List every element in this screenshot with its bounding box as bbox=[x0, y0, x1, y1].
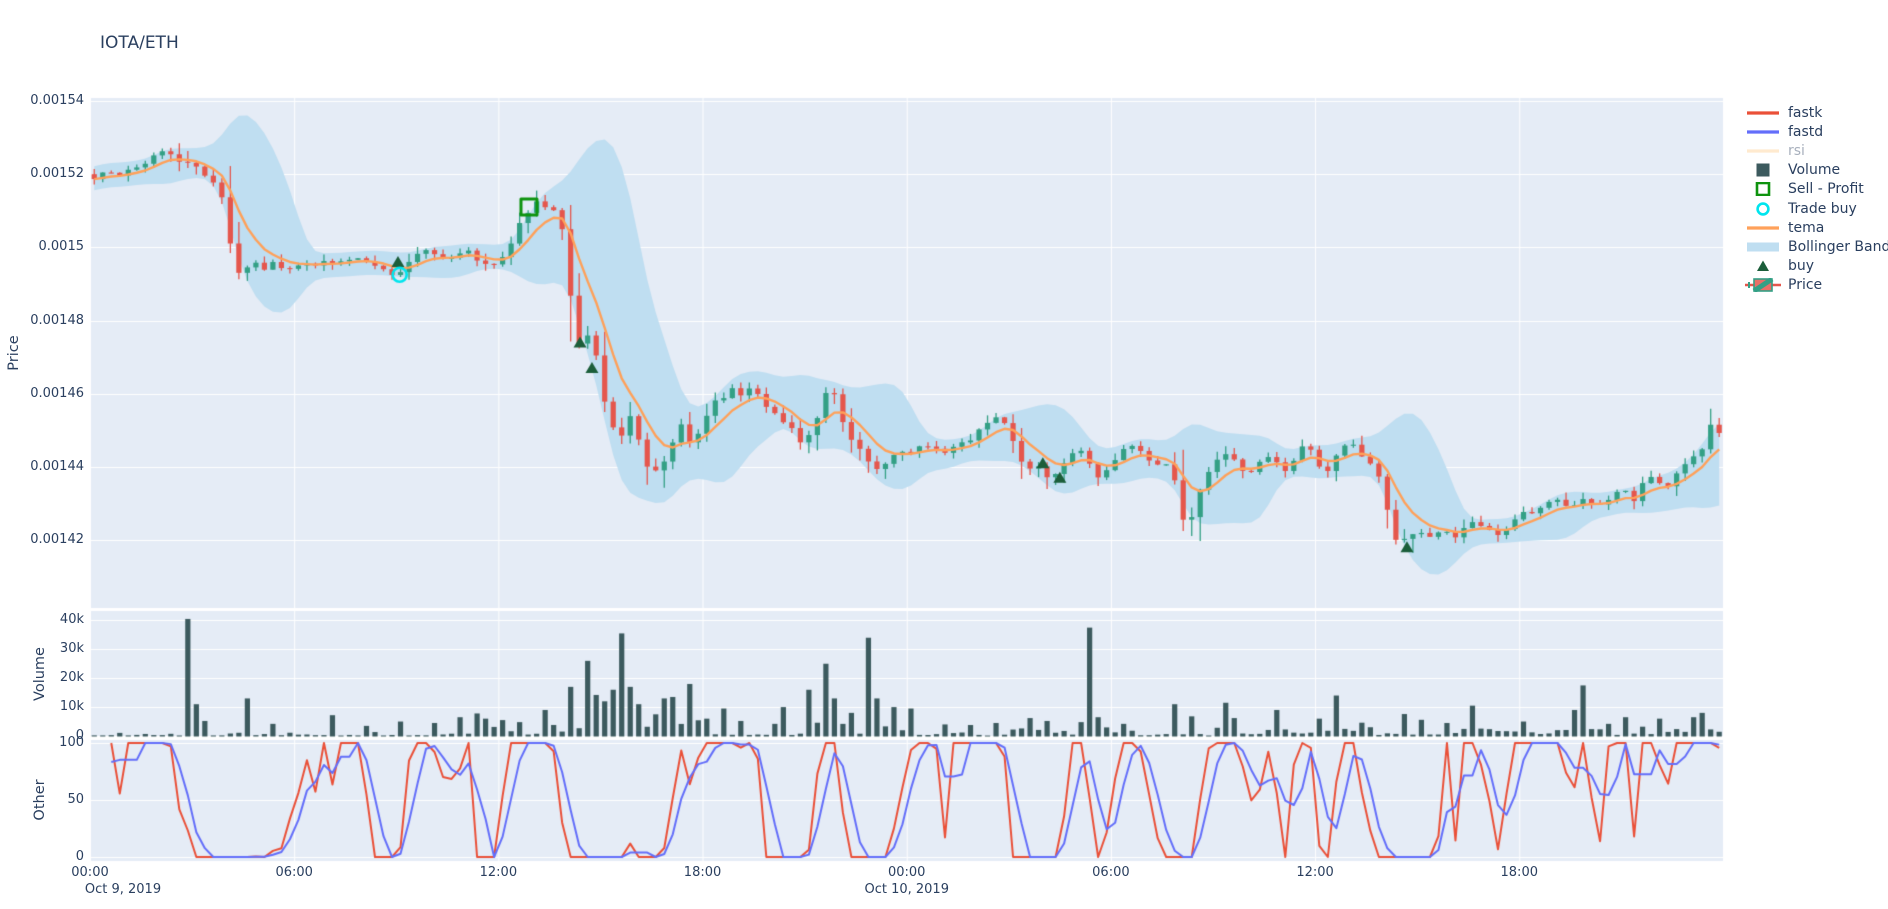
legend-item-buy[interactable]: buy bbox=[1745, 257, 1888, 276]
legend-item-price[interactable]: Price bbox=[1745, 276, 1888, 295]
volume-tick-label: 10k bbox=[59, 699, 84, 715]
x-date-label: Oct 9, 2019 bbox=[84, 882, 162, 897]
rsi-legend-line-icon bbox=[1745, 144, 1781, 158]
price-tick-label: 0.00152 bbox=[30, 166, 84, 182]
legend-item-fastk[interactable]: fastk bbox=[1745, 103, 1888, 122]
legend-item-rsi[interactable]: rsi bbox=[1745, 141, 1888, 160]
other-tick-label: 50 bbox=[67, 792, 84, 807]
other-tick-label: 100 bbox=[59, 735, 84, 750]
legend-item-fastd[interactable]: fastd bbox=[1745, 122, 1888, 141]
legend-item-volume[interactable]: Volume bbox=[1745, 161, 1888, 180]
legend-item-label: fastk bbox=[1788, 104, 1823, 121]
buy-legend-triangle-icon bbox=[1745, 259, 1781, 273]
legend-item-tema[interactable]: tema bbox=[1745, 218, 1888, 237]
x-tick-label: 06:00 bbox=[275, 865, 313, 880]
x-tick-label: 18:00 bbox=[683, 865, 722, 880]
price-tick-label: 0.00142 bbox=[30, 532, 84, 548]
legend-item-label: Price bbox=[1788, 277, 1823, 294]
volume-tick-label: 0 bbox=[75, 728, 84, 743]
price-tick-label: 0.00154 bbox=[30, 93, 84, 108]
price-tick-label: 0.0015 bbox=[38, 239, 85, 255]
legend-item-trade-buy[interactable]: Trade buy bbox=[1745, 199, 1888, 218]
price-legend-candle-icon bbox=[1745, 278, 1781, 293]
other-tick-label: 0 bbox=[75, 849, 84, 864]
x-tick-label: 00:00 bbox=[887, 865, 926, 880]
x-tick-label: 12:00 bbox=[479, 865, 518, 880]
legend-item-label: Bollinger Band bbox=[1788, 238, 1888, 255]
x-tick-label: 12:00 bbox=[1296, 865, 1334, 880]
legend: fastk fastd rsi Volume Sell - Profit Trade bu… bbox=[1745, 103, 1888, 295]
sell-profit-legend-square-open-icon bbox=[1745, 182, 1781, 197]
trade-buy-legend-circle-open-icon bbox=[1745, 201, 1781, 216]
chart-title: IOTA/ETH bbox=[100, 33, 179, 53]
price-tick-label: 0.00144 bbox=[30, 458, 84, 474]
legend-item-label: Sell - Profit bbox=[1788, 181, 1864, 198]
x-tick-label: 18:00 bbox=[1500, 865, 1538, 880]
bollinger-band-legend-line-icon bbox=[1745, 240, 1781, 254]
x-date-label: Oct 10, 2019 bbox=[864, 882, 949, 897]
price-tick-label: 0.00148 bbox=[30, 312, 84, 328]
legend-item-label: buy bbox=[1788, 258, 1815, 275]
legend-item-sell-profit[interactable]: Sell - Profit bbox=[1745, 180, 1888, 199]
legend-item-label: fastd bbox=[1788, 123, 1824, 140]
price-tick-label: 0.00146 bbox=[30, 385, 84, 401]
legend-item-bollinger-band[interactable]: Bollinger Band bbox=[1745, 237, 1888, 256]
volume-legend-square-icon bbox=[1745, 163, 1781, 177]
volume-tick-label: 20k bbox=[59, 670, 84, 686]
fastd-legend-line-icon bbox=[1745, 125, 1781, 139]
fastk-legend-line-icon bbox=[1745, 106, 1781, 120]
legend-item-label: tema bbox=[1788, 219, 1825, 236]
price-axis-title: Price bbox=[6, 335, 22, 371]
legend-item-label: Trade buy bbox=[1788, 200, 1857, 217]
x-tick-label: 06:00 bbox=[1092, 865, 1130, 880]
tema-legend-line-icon bbox=[1745, 221, 1781, 235]
volume-tick-label: 30k bbox=[59, 641, 84, 657]
legend-item-label: rsi bbox=[1788, 142, 1805, 159]
volume-tick-label: 40k bbox=[59, 612, 84, 628]
legend-item-label: Volume bbox=[1788, 162, 1841, 179]
x-tick-label: 00:00 bbox=[71, 865, 109, 880]
